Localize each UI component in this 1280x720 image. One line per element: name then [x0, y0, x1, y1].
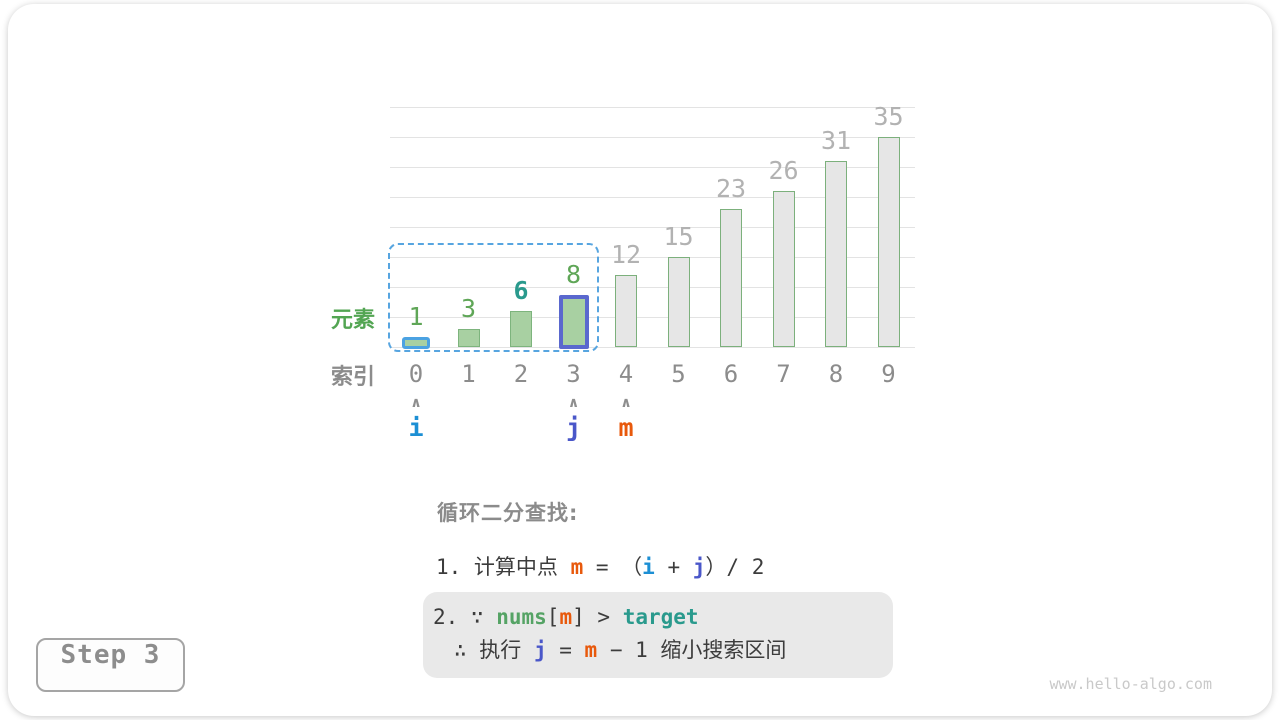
array-bar	[558, 295, 589, 349]
bar-value-label: 8	[565, 260, 582, 289]
bar-value-label: 15	[663, 222, 694, 251]
text-run: =	[546, 638, 585, 662]
search-range-box	[388, 243, 599, 352]
index-label: 2	[513, 360, 529, 388]
index-label: 3	[566, 360, 581, 388]
code-token-i: i	[642, 555, 655, 579]
index-label: 0	[408, 360, 424, 388]
code-token-target: target	[622, 605, 699, 629]
bar-value-label: 1	[408, 302, 424, 331]
gridline	[390, 227, 915, 228]
array-bar	[825, 161, 847, 347]
array-bar	[877, 137, 900, 347]
text-run: +	[654, 555, 693, 579]
gridline	[390, 347, 915, 348]
watermark: www.hello-algo.com	[1049, 675, 1212, 693]
gridline	[390, 317, 915, 318]
step-2-highlight-box: 2. ∵ nums[m] > target ∴ 执行 j = m − 1 缩小搜…	[423, 592, 893, 678]
array-bar	[720, 209, 742, 347]
gridline	[390, 167, 915, 168]
code-token-nums: nums	[496, 605, 547, 629]
index-label: 5	[671, 360, 686, 388]
pointer-caret-icon: ∧	[410, 395, 422, 411]
array-bar	[772, 191, 795, 347]
text-run: = （	[583, 555, 643, 579]
elements-axis-label: 元素	[330, 308, 375, 333]
array-bar	[402, 337, 430, 349]
text-run: − 1 缩小搜索区间	[597, 638, 787, 662]
text-run: ∴ 执行	[454, 638, 534, 662]
bar-value-label: 31	[820, 126, 852, 155]
pointer-label-i: i	[408, 413, 424, 442]
gridline	[390, 197, 915, 198]
index-label: 9	[881, 360, 896, 388]
explanation-heading: 循环二分查找:	[437, 501, 579, 525]
formula-step-2-line-1: 2. ∵ nums[m] > target	[433, 601, 893, 634]
gridline	[390, 137, 915, 138]
code-token-m: m	[559, 605, 573, 629]
code-token-j: j	[692, 555, 706, 579]
bar-value-label: 23	[715, 174, 747, 203]
indices-axis-label: 索引	[330, 365, 375, 390]
index-label: 8	[828, 360, 844, 388]
bar-value-label: 12	[610, 240, 642, 269]
code-token-j: j	[533, 638, 547, 662]
index-label: 6	[723, 360, 739, 388]
bar-value-label: 35	[873, 102, 904, 131]
text-run: ）/ 2	[705, 555, 765, 579]
gridline	[390, 107, 915, 108]
index-label: 7	[776, 360, 791, 388]
formula-step-1: 1. 计算中点 m = （i + j）/ 2	[436, 551, 764, 581]
bar-value-label: 6	[513, 276, 529, 305]
code-token-m: m	[570, 555, 584, 579]
code-token-m: m	[584, 638, 598, 662]
pointer-caret-icon: ∧	[567, 395, 580, 411]
array-bar	[510, 311, 532, 347]
array-bar	[667, 257, 690, 347]
pointer-caret-icon: ∧	[620, 395, 632, 411]
array-chart: 1 0 3 1 6 2 8 3 12 4 15 5 23 6 26 7 31 8 35 9 ∧ i ∧ j ∧ m	[388, 102, 915, 452]
gridline	[390, 257, 915, 258]
index-label: 1	[461, 360, 476, 388]
pointer-label-j: j	[565, 413, 582, 442]
pointer-label-m: m	[618, 413, 634, 442]
text-run: ] >	[572, 605, 623, 629]
text-run: 1. 计算中点	[436, 555, 571, 579]
array-bar	[457, 329, 480, 347]
gridline	[390, 287, 915, 288]
formula-step-2-line-2: ∴ 执行 j = m − 1 缩小搜索区间	[433, 634, 893, 667]
bar-value-label: 3	[460, 294, 477, 323]
text-run: 2. ∵	[433, 605, 497, 629]
text-run: [	[546, 605, 560, 629]
bar-value-label: 26	[768, 156, 799, 185]
step-badge: Step 3	[36, 638, 185, 692]
index-label: 4	[618, 360, 634, 388]
array-bar	[615, 275, 637, 347]
